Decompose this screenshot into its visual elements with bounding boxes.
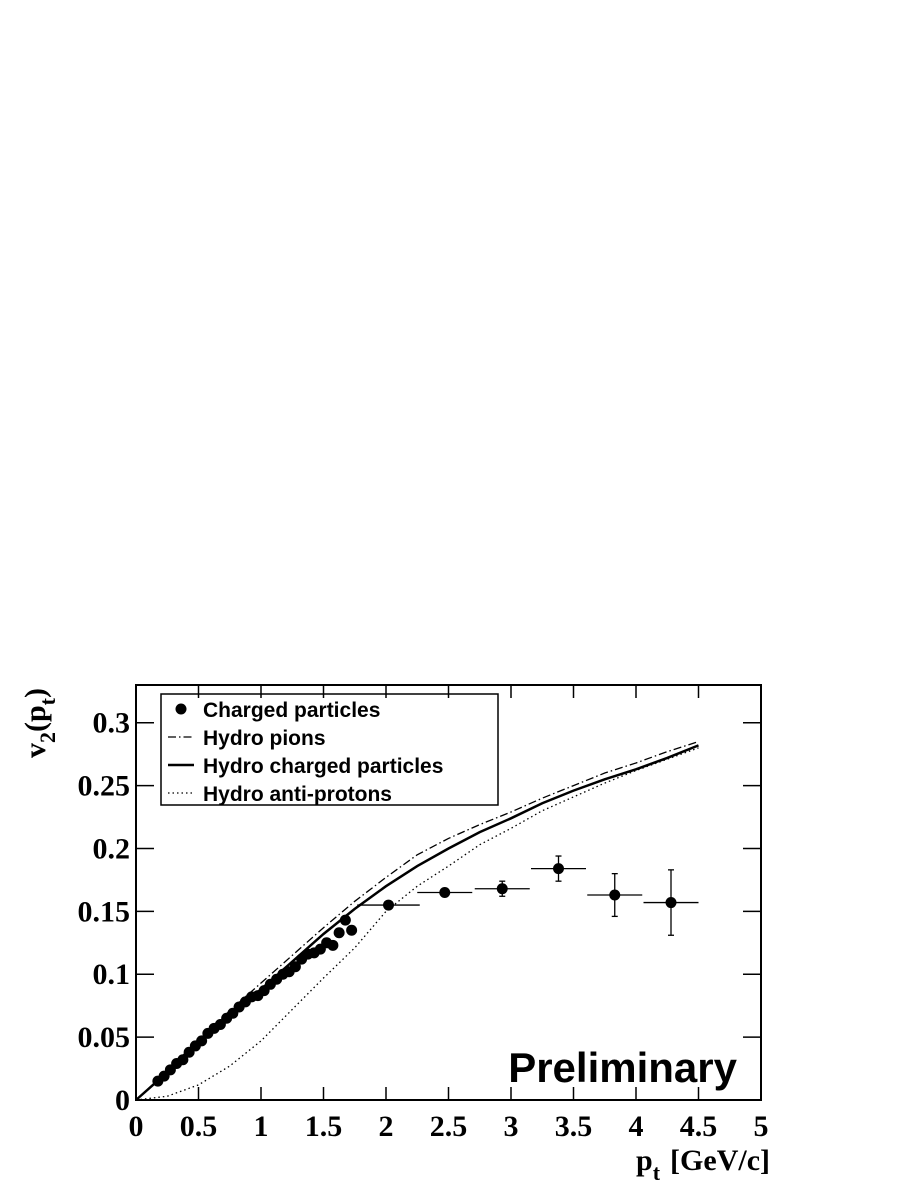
y-label-part: t <box>35 697 60 705</box>
curve <box>135 747 699 1101</box>
point <box>439 887 451 898</box>
x-tick-label: 2.5 <box>430 1110 468 1143</box>
point <box>383 899 394 911</box>
y-tick-label: 0.3 <box>93 707 131 740</box>
y-tick-label: 0.2 <box>93 832 131 865</box>
legend-label: Hydro anti-protons <box>203 783 392 806</box>
y-tick-label: 0.25 <box>78 770 131 803</box>
x-tick-label: 3.5 <box>555 1110 593 1143</box>
point <box>327 939 339 951</box>
x-tick-label: 1.5 <box>305 1110 343 1143</box>
x-tick-label: 2 <box>379 1110 394 1143</box>
legend-label: Charged particles <box>203 699 380 722</box>
x-tick-label: 0 <box>129 1110 144 1143</box>
legend-label: Hydro pions <box>203 727 326 750</box>
x-tick-label: 0.5 <box>180 1110 218 1143</box>
point <box>609 889 621 901</box>
y-label-part: 2 <box>35 732 60 743</box>
point <box>553 863 564 875</box>
x-axis-label: pt [GeV/c] <box>636 1144 770 1182</box>
point <box>496 883 508 895</box>
point <box>289 961 301 973</box>
legend-label: Hydro charged particles <box>203 755 443 778</box>
point <box>333 927 345 939</box>
legend-box <box>160 693 499 806</box>
y-label-part: v <box>19 743 52 758</box>
y-label-part: ) <box>19 688 52 698</box>
y-tick-label: 0.05 <box>78 1021 131 1054</box>
point <box>346 924 358 936</box>
x-tick-label: 1 <box>254 1110 269 1143</box>
legend-swatch <box>175 703 187 715</box>
y-tick-label: 0.15 <box>78 895 131 928</box>
x-label-part: [GeV/c] <box>670 1144 770 1177</box>
x-tick-label: 3 <box>504 1110 519 1143</box>
point <box>665 897 677 909</box>
y-axis-label: v2(pt) <box>19 688 60 758</box>
x-label-part: t <box>653 1160 661 1182</box>
y-label-part: (p <box>19 705 52 732</box>
annotation: Preliminary <box>508 1044 737 1091</box>
x-label-part: p <box>636 1144 653 1177</box>
y-tick-label: 0 <box>115 1084 130 1117</box>
x-tick-label: 4.5 <box>680 1110 718 1143</box>
x-tick-label: 4 <box>629 1110 644 1143</box>
curve <box>135 740 699 1101</box>
x-tick-label: 5 <box>754 1110 769 1143</box>
y-tick-label: 0.1 <box>93 958 131 991</box>
curve <box>135 744 699 1101</box>
